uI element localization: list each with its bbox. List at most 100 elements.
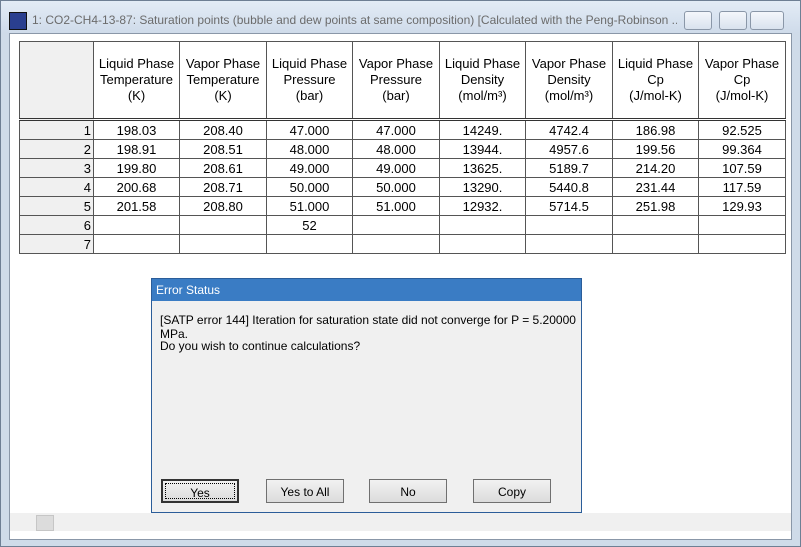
header-line: (K) bbox=[127, 88, 146, 103]
cell[interactable]: 199.56 bbox=[612, 139, 699, 159]
header-row: Liquid Phase Temperature (K) Vapor Phase Tem… bbox=[19, 41, 786, 120]
column-header[interactable]: Vapor Phase Density (mol/m³) bbox=[525, 41, 613, 120]
cell[interactable]: 99.364 bbox=[698, 139, 786, 159]
cell[interactable] bbox=[179, 234, 267, 254]
cell[interactable]: 5440.8 bbox=[525, 177, 613, 197]
horizontal-scrollbar[interactable] bbox=[10, 513, 791, 531]
header-line: (J/mol-K) bbox=[715, 88, 769, 103]
cell[interactable]: 50.000 bbox=[266, 177, 353, 197]
row-label: 7 bbox=[19, 234, 94, 254]
cell[interactable]: 5714.5 bbox=[525, 196, 613, 216]
cell[interactable]: 13944. bbox=[439, 139, 526, 159]
cell[interactable]: 51.000 bbox=[266, 196, 353, 216]
cell[interactable]: 117.59 bbox=[698, 177, 786, 197]
header-line: (mol/m³) bbox=[458, 88, 507, 103]
column-header[interactable]: Liquid Phase Pressure (bar) bbox=[266, 41, 353, 120]
table-row: 7 bbox=[19, 234, 786, 254]
header-line: (bar) bbox=[382, 88, 410, 103]
dialog-question: Do you wish to continue calculations? bbox=[160, 339, 361, 353]
cell[interactable]: 12932. bbox=[439, 196, 526, 216]
maximize-button[interactable] bbox=[719, 11, 747, 30]
cell[interactable] bbox=[612, 215, 699, 235]
cell[interactable]: 199.80 bbox=[93, 158, 180, 178]
cell[interactable] bbox=[698, 234, 786, 254]
header-line: Pressure bbox=[369, 72, 423, 87]
cell[interactable]: 201.58 bbox=[93, 196, 180, 216]
cell[interactable]: 49.000 bbox=[352, 158, 440, 178]
cell[interactable]: 50.000 bbox=[352, 177, 440, 197]
table-row: 4 200.68 208.71 50.000 50.000 13290. 5440.8 231… bbox=[19, 177, 786, 197]
cell[interactable]: 208.80 bbox=[179, 196, 267, 216]
cell[interactable]: 4957.6 bbox=[525, 139, 613, 159]
row-label: 5 bbox=[19, 196, 94, 216]
cell[interactable] bbox=[698, 215, 786, 235]
cell[interactable]: 208.61 bbox=[179, 158, 267, 178]
cell[interactable]: 251.98 bbox=[612, 196, 699, 216]
yes-to-all-button[interactable]: Yes to All bbox=[266, 479, 344, 503]
column-header[interactable]: Liquid Phase Temperature (K) bbox=[93, 41, 180, 120]
column-header[interactable]: Liquid Phase Cp (J/mol-K) bbox=[612, 41, 699, 120]
header-line: (K) bbox=[214, 88, 232, 103]
cell[interactable]: 13625. bbox=[439, 158, 526, 178]
scroll-thumb[interactable] bbox=[36, 515, 54, 531]
cell[interactable] bbox=[525, 234, 613, 254]
cell[interactable]: 52 bbox=[266, 215, 353, 235]
cell[interactable]: 198.91 bbox=[93, 139, 180, 159]
cell[interactable]: 231.44 bbox=[612, 177, 699, 197]
table-row: 3 199.80 208.61 49.000 49.000 13625. 5189.7 214… bbox=[19, 158, 786, 178]
cell[interactable]: 200.68 bbox=[93, 177, 180, 197]
cell[interactable] bbox=[266, 234, 353, 254]
cell[interactable]: 4742.4 bbox=[525, 118, 613, 140]
yes-button[interactable]: Yes bbox=[161, 479, 239, 503]
cell[interactable] bbox=[93, 215, 180, 235]
cell[interactable] bbox=[352, 234, 440, 254]
header-line: Vapor Phase bbox=[185, 56, 261, 71]
cell[interactable]: 47.000 bbox=[266, 118, 353, 140]
cell[interactable]: 214.20 bbox=[612, 158, 699, 178]
header-line: Vapor Phase bbox=[704, 56, 780, 71]
header-line: Density bbox=[547, 72, 591, 87]
cell[interactable] bbox=[179, 215, 267, 235]
cell[interactable] bbox=[93, 234, 180, 254]
close-button[interactable] bbox=[750, 11, 784, 30]
cell[interactable]: 14249. bbox=[439, 118, 526, 140]
column-header[interactable]: Vapor Phase Temperature (K) bbox=[179, 41, 267, 120]
header-line: Cp bbox=[733, 72, 751, 87]
row-label: 6 bbox=[19, 215, 94, 235]
cell[interactable]: 92.525 bbox=[698, 118, 786, 140]
cell[interactable]: 129.93 bbox=[698, 196, 786, 216]
row-label: 3 bbox=[19, 158, 94, 178]
cell[interactable] bbox=[352, 215, 440, 235]
copy-button[interactable]: Copy bbox=[473, 479, 551, 503]
no-button[interactable]: No bbox=[369, 479, 447, 503]
header-line: Vapor Phase bbox=[358, 56, 434, 71]
cell[interactable]: 48.000 bbox=[352, 139, 440, 159]
row-label: 2 bbox=[19, 139, 94, 159]
cell[interactable] bbox=[525, 215, 613, 235]
header-line: Temperature bbox=[186, 72, 260, 87]
cell[interactable]: 48.000 bbox=[266, 139, 353, 159]
cell[interactable]: 107.59 bbox=[698, 158, 786, 178]
cell[interactable]: 51.000 bbox=[352, 196, 440, 216]
cell[interactable]: 208.40 bbox=[179, 118, 267, 140]
cell[interactable]: 208.51 bbox=[179, 139, 267, 159]
cell[interactable]: 208.71 bbox=[179, 177, 267, 197]
cell[interactable]: 186.98 bbox=[612, 118, 699, 140]
minimize-button[interactable] bbox=[684, 11, 712, 30]
column-header[interactable]: Liquid Phase Density (mol/m³) bbox=[439, 41, 526, 120]
cell[interactable] bbox=[439, 234, 526, 254]
cell[interactable]: 13290. bbox=[439, 177, 526, 197]
cell[interactable]: 198.03 bbox=[93, 118, 180, 140]
cell[interactable] bbox=[439, 215, 526, 235]
cell[interactable] bbox=[612, 234, 699, 254]
dialog: Error Status [SATP error 144] Iteration … bbox=[151, 278, 582, 513]
header-line: Liquid Phase bbox=[617, 56, 694, 71]
dialog-title: Error Status bbox=[152, 279, 581, 301]
column-header[interactable]: Vapor Phase Cp (J/mol-K) bbox=[698, 41, 786, 120]
cell[interactable]: 5189.7 bbox=[525, 158, 613, 178]
header-line: Vapor Phase bbox=[531, 56, 607, 71]
cell[interactable]: 49.000 bbox=[266, 158, 353, 178]
column-header[interactable]: Vapor Phase Pressure (bar) bbox=[352, 41, 440, 120]
cell[interactable]: 47.000 bbox=[352, 118, 440, 140]
row-label: 4 bbox=[19, 177, 94, 197]
